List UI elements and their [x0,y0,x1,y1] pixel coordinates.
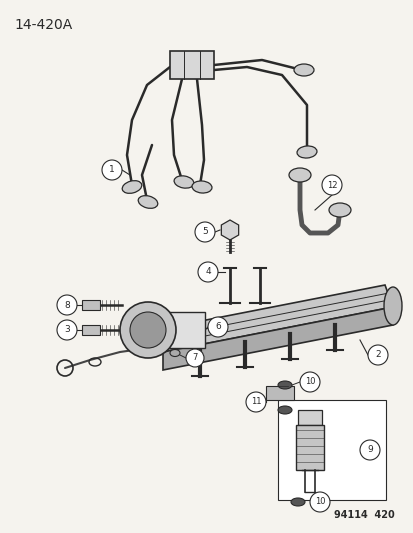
Circle shape [57,320,77,340]
Circle shape [195,222,214,242]
Bar [266,386,293,400]
Ellipse shape [296,146,316,158]
Polygon shape [163,307,392,370]
Circle shape [367,345,387,365]
Bar [170,51,214,79]
Circle shape [299,372,319,392]
Bar [82,300,100,310]
Text: 1: 1 [109,166,114,174]
Text: 9: 9 [366,446,372,455]
Text: 10: 10 [314,497,325,506]
Text: 3: 3 [64,326,70,335]
Text: 2: 2 [374,351,380,359]
Bar [297,410,321,425]
Text: 6: 6 [215,322,221,332]
Circle shape [130,312,166,348]
Ellipse shape [192,181,211,193]
Circle shape [245,392,266,412]
Circle shape [321,175,341,195]
Text: 8: 8 [64,301,70,310]
Circle shape [359,440,379,460]
Bar [295,425,323,470]
Circle shape [185,349,204,367]
Ellipse shape [170,350,180,357]
Text: 10: 10 [304,377,314,386]
Circle shape [207,317,228,337]
Bar [277,400,385,500]
Ellipse shape [328,203,350,217]
Ellipse shape [290,498,304,506]
Text: 5: 5 [202,228,207,237]
Circle shape [102,160,122,180]
Bar [82,325,100,335]
Text: 14-420A: 14-420A [14,18,72,32]
Text: 7: 7 [192,353,197,362]
Circle shape [309,492,329,512]
Ellipse shape [277,406,291,414]
Circle shape [197,262,218,282]
Ellipse shape [288,168,310,182]
Ellipse shape [383,287,401,325]
Circle shape [57,295,77,315]
Ellipse shape [293,64,313,76]
Text: 4: 4 [205,268,210,277]
Text: 94114  420: 94114 420 [333,510,394,520]
Ellipse shape [277,381,291,389]
Text: 12: 12 [326,181,337,190]
Text: 11: 11 [250,398,261,407]
Ellipse shape [138,196,157,208]
Ellipse shape [174,176,193,188]
Bar [153,312,204,348]
Ellipse shape [122,181,141,193]
Circle shape [120,302,176,358]
Polygon shape [154,285,392,352]
